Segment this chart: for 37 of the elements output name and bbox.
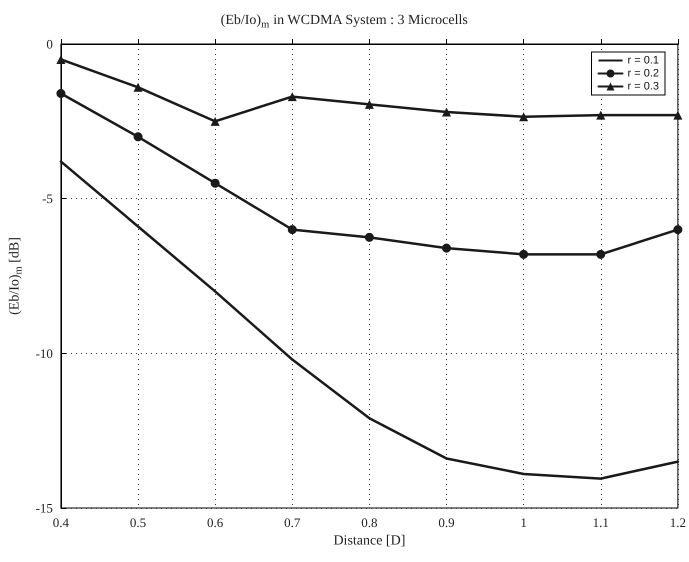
- x-tick-label: 0.5: [130, 515, 146, 530]
- point: [288, 92, 297, 102]
- y-tick-label: -15: [36, 500, 53, 516]
- point: [210, 116, 220, 126]
- point: [210, 178, 220, 188]
- point: [596, 110, 606, 120]
- y-tick-label: -5: [42, 191, 53, 206]
- point: [288, 225, 297, 234]
- x-tick-label: 0.9: [438, 515, 455, 530]
- y-tick-label: -10: [36, 346, 53, 361]
- point: [442, 108, 452, 117]
- point: [364, 232, 374, 242]
- x-tick-label: 0.8: [361, 515, 378, 530]
- x-tick-label: 1.1: [592, 515, 609, 530]
- point: [673, 225, 682, 234]
- x-tick-label: 0.7: [284, 515, 301, 530]
- line-series: [60, 160, 680, 480]
- x-tick-label: 1: [520, 515, 527, 530]
- legend-label: r = 0.3: [628, 80, 660, 92]
- x-tick-label: 1.2: [670, 515, 686, 530]
- point: [56, 54, 66, 64]
- point: [56, 88, 66, 98]
- x-axis-title: Distance [D]: [333, 534, 406, 548]
- point: [364, 100, 374, 109]
- y-axis-title: (Eb/Io)m [dB]: [8, 237, 25, 315]
- legend-label: r = 0.1: [628, 54, 660, 66]
- point: [442, 244, 452, 253]
- point: [596, 250, 606, 259]
- x-tick-label: 0.4: [52, 515, 70, 530]
- point: [519, 112, 528, 122]
- point: [519, 250, 528, 259]
- point: [673, 110, 682, 120]
- x-tick-label: 0.6: [207, 515, 224, 530]
- point: [134, 132, 143, 142]
- legend-label: r = 0.2: [628, 68, 660, 80]
- point: [134, 82, 143, 92]
- y-tick-label: 0: [46, 36, 53, 52]
